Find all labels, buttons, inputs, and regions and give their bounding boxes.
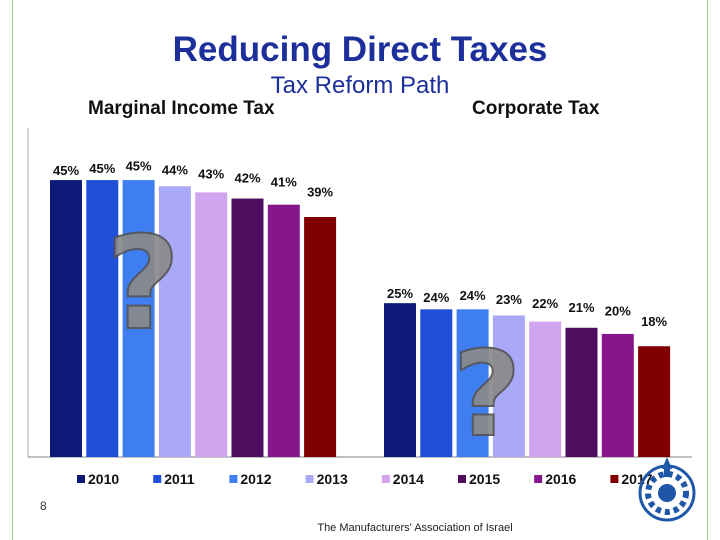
legend-label-2013: 2013 [317, 471, 348, 487]
data-label-2013-corporate: 23% [496, 292, 522, 307]
bar-2010-income [50, 180, 82, 458]
panel-title-income: Marginal Income Tax [88, 98, 275, 119]
data-label-2010-corporate: 25% [387, 286, 413, 301]
legend-swatch-2017 [610, 475, 619, 483]
bar-2012-corporate [456, 309, 489, 457]
bar-2016-income [267, 204, 300, 457]
bar-2017-corporate [638, 346, 671, 457]
legend-swatch-2010 [77, 475, 85, 483]
bar-2016-corporate [601, 333, 634, 457]
data-label-2016-income: 41% [271, 174, 297, 189]
page-number: 8 [40, 499, 47, 513]
legend-swatch-2011 [153, 475, 162, 483]
bar-2013-income [158, 186, 191, 457]
legend-label-2014: 2014 [393, 471, 424, 487]
bar-2010-corporate [384, 303, 416, 457]
slide-subtitle: Tax Reform Path [270, 72, 450, 99]
bar-2014-corporate [529, 321, 562, 457]
bar-2011-corporate [420, 309, 453, 457]
data-label-2015-income: 42% [234, 171, 260, 186]
legend-label-2010: 2010 [88, 471, 119, 487]
legend-label-2015: 2015 [469, 471, 500, 487]
data-label-2011-income: 45% [89, 161, 115, 176]
data-label-2015-corporate: 21% [568, 300, 594, 315]
data-label-2016-corporate: 20% [605, 304, 631, 319]
question-mark-icon: ? [453, 325, 521, 463]
legend-label-2016: 2016 [545, 471, 576, 487]
bar-2015-corporate [565, 327, 598, 457]
association-logo-icon [638, 457, 696, 522]
data-label-2017-income: 39% [307, 185, 333, 200]
data-label-2012-income: 45% [126, 159, 152, 174]
data-label-2012-corporate: 24% [460, 288, 486, 303]
legend-swatch-2012 [229, 475, 238, 483]
bar-2011-income [86, 180, 119, 458]
data-label-2010-income: 45% [53, 163, 79, 178]
bar-2014-income [195, 192, 228, 457]
legend-swatch-2014 [381, 475, 390, 483]
slide-border-right [707, 0, 708, 540]
bar-2013-corporate [492, 315, 525, 457]
data-label-2014-income: 43% [198, 167, 224, 182]
bar-2012-income [122, 180, 155, 458]
bar-2017-income [304, 217, 337, 457]
slide-title: Reducing Direct Taxes [172, 30, 548, 69]
slide-border-left [12, 0, 13, 540]
panel-title-corporate: Corporate Tax [472, 98, 600, 119]
question-mark-icon: ? [106, 210, 180, 359]
footer-text: The Manufacturers' Association of Israel [317, 522, 513, 534]
legend-label-2012: 2012 [240, 471, 271, 487]
data-label-2013-income: 44% [162, 163, 188, 178]
legend-label-2011: 2011 [164, 471, 195, 487]
bar-2015-income [231, 198, 264, 458]
legend-swatch-2013 [305, 475, 314, 483]
legend-swatch-2016 [534, 475, 543, 483]
data-label-2017-corporate: 18% [641, 314, 667, 329]
data-label-2014-corporate: 22% [532, 296, 558, 311]
data-label-2011-corporate: 24% [423, 290, 449, 305]
legend-swatch-2015 [458, 475, 466, 483]
